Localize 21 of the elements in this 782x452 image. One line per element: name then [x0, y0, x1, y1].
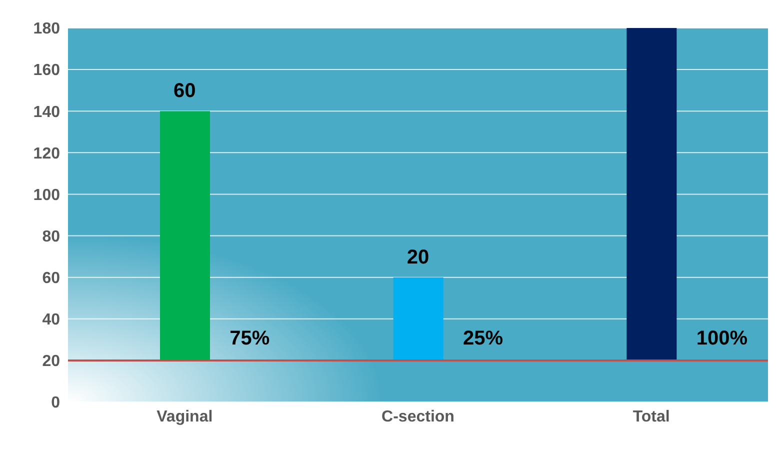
y-tick-label: 60 [42, 270, 60, 288]
y-tick-label: 100 [33, 186, 60, 204]
y-tick-label: 180 [33, 20, 60, 38]
x-tick-label: C-section [382, 408, 454, 426]
bar [393, 277, 444, 360]
y-tick-label: 40 [42, 312, 60, 329]
annotation: 100% [696, 327, 748, 350]
y-tick-label: 140 [33, 104, 60, 121]
x-tick-label: Total [632, 408, 670, 426]
y-tick-label: 20 [42, 353, 60, 370]
annotation: 20 [406, 246, 430, 268]
annotation: 25% [463, 327, 504, 350]
y-tick-label: 160 [33, 62, 60, 80]
x-tick-label: Vaginal [156, 408, 213, 426]
annotation: 60 [174, 80, 196, 102]
y-tick-label: 120 [33, 145, 60, 162]
y-tick-label: 0 [51, 394, 60, 412]
bar [160, 111, 210, 360]
annotation: 75% [230, 327, 270, 350]
bar [626, 28, 677, 360]
y-tick-label: 80 [42, 228, 60, 246]
